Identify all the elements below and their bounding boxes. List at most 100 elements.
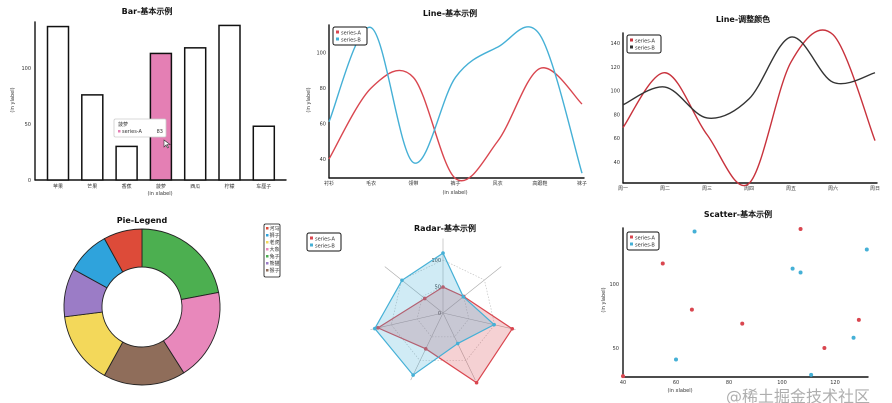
- radar-point: [510, 327, 515, 331]
- legend-label: series-B: [635, 46, 655, 52]
- scatter-point: [740, 321, 745, 326]
- radar-point: [372, 326, 377, 331]
- x-tick-label: 100: [777, 380, 787, 386]
- x-tick-label: 40: [620, 380, 626, 386]
- x-axis-label: (in xlabel): [667, 388, 692, 394]
- x-tick-label: 80: [726, 380, 732, 386]
- legend-swatch: [266, 241, 269, 244]
- legend-swatch: [310, 243, 313, 247]
- radar-axis: [442, 266, 502, 314]
- bar: [252, 125, 276, 181]
- line-chart-colors: Line-调整颜色 40 60 80 100 120 140 周一 周二 周三 周四 周五 周六 周日 se…: [610, 14, 880, 192]
- y-tick-label: 140: [610, 41, 620, 47]
- bar: [218, 24, 241, 181]
- legend-swatch: [266, 269, 269, 272]
- legend-label: 狮子: [270, 232, 280, 239]
- y-tick-label: 50: [25, 122, 31, 128]
- scatter-point: [822, 346, 827, 350]
- bar: [81, 94, 104, 181]
- scatter-point: [674, 357, 678, 362]
- scatter-point: [864, 247, 869, 252]
- radar-point: [474, 380, 479, 385]
- pie-slice-河马: [103, 228, 143, 273]
- pie-slice-兔子: [141, 228, 220, 301]
- chart-title: Pie-Legend: [117, 216, 168, 225]
- y-tick-label: 100: [610, 89, 620, 95]
- bar: [183, 47, 207, 181]
- y-tick-label: 60: [320, 122, 326, 128]
- y-tick-label: 100: [609, 282, 619, 288]
- y-axis-label: (in ylabel): [10, 87, 16, 112]
- bar: [46, 25, 70, 181]
- scatter-point: [790, 266, 795, 271]
- legend-label: series-A: [341, 31, 362, 37]
- x-tick-label: 120: [830, 380, 840, 386]
- x-tick-label: 香蕉: [122, 183, 132, 190]
- x-tick-label: 毛衣: [366, 180, 376, 187]
- scatter-point: [809, 372, 814, 377]
- legend-label: series-A: [635, 39, 656, 45]
- radar-axis: [384, 266, 444, 314]
- watermark: @稀土掘金技术社区: [726, 387, 870, 403]
- legend-swatch: [266, 227, 269, 230]
- radar-point: [411, 373, 415, 377]
- y-tick-label: 60: [614, 136, 620, 142]
- radar-point: [400, 278, 404, 283]
- x-tick-label: 周六: [828, 185, 838, 192]
- radar-point: [492, 322, 496, 327]
- x-tick-label: 芒果: [87, 183, 97, 190]
- legend-swatch: [266, 248, 269, 251]
- scatter-point: [856, 317, 861, 322]
- legend-swatch: [630, 38, 633, 42]
- scatter-point: [851, 335, 856, 340]
- scatter-chart: Scatter-基本示例 50 100 40 60 80 100 120 (in xlabel)…: [601, 209, 869, 394]
- radar-point: [441, 285, 445, 289]
- legend-label: 猴子: [270, 267, 280, 274]
- line-chart-basic: Line-基本示例 40 60 80 100 衬衫 毛衣 领带 裤子 风衣 高跟鞋 袜子 (in xla…: [306, 8, 587, 196]
- y-axis-label: (in ylabel): [601, 287, 607, 312]
- radar-axis: [442, 312, 516, 330]
- radar-ring: [391, 259, 495, 362]
- legend-label: 兔子: [270, 253, 280, 260]
- x-axis-label: (in xlabel): [442, 190, 467, 196]
- x-tick-label: 菠萝: [156, 183, 166, 190]
- x-tick-label: 车厘子: [256, 183, 271, 190]
- chart-title: Line-基本示例: [423, 8, 477, 18]
- legend-swatch: [266, 234, 269, 237]
- legend-swatch: [310, 236, 313, 240]
- scatter-point: [798, 270, 803, 275]
- chart-title: Scatter-基本示例: [704, 209, 772, 219]
- x-axis-label: (in xlabel): [147, 191, 172, 197]
- series-line-series-A: [328, 67, 583, 182]
- legend-label: series-B: [635, 243, 655, 249]
- legend-swatch: [336, 37, 339, 41]
- x-tick-label: 高跟鞋: [532, 180, 547, 187]
- radar-axis: [442, 312, 476, 381]
- radar-tick-label: 0: [438, 311, 441, 317]
- legend-label: 河马: [270, 225, 280, 232]
- y-tick-label: 40: [614, 160, 620, 166]
- radar-point: [461, 295, 466, 299]
- legend-box: [626, 231, 660, 251]
- legend-label: 熊猫: [270, 260, 280, 267]
- x-tick-label: 柠檬: [224, 183, 234, 190]
- cursor-icon: [163, 139, 171, 149]
- x-tick-label: 周二: [660, 186, 670, 192]
- scatter-point: [621, 374, 625, 379]
- x-tick-label: 西瓜: [190, 184, 200, 190]
- legend-label: series-A: [315, 237, 336, 243]
- radar-point: [376, 326, 380, 330]
- legend-swatch: [630, 242, 633, 246]
- radar-tick-label: 100: [431, 258, 441, 264]
- radar-axis: [370, 312, 444, 330]
- radar-point: [455, 341, 460, 346]
- bar: [115, 145, 138, 181]
- x-tick-label: 周五: [786, 186, 796, 192]
